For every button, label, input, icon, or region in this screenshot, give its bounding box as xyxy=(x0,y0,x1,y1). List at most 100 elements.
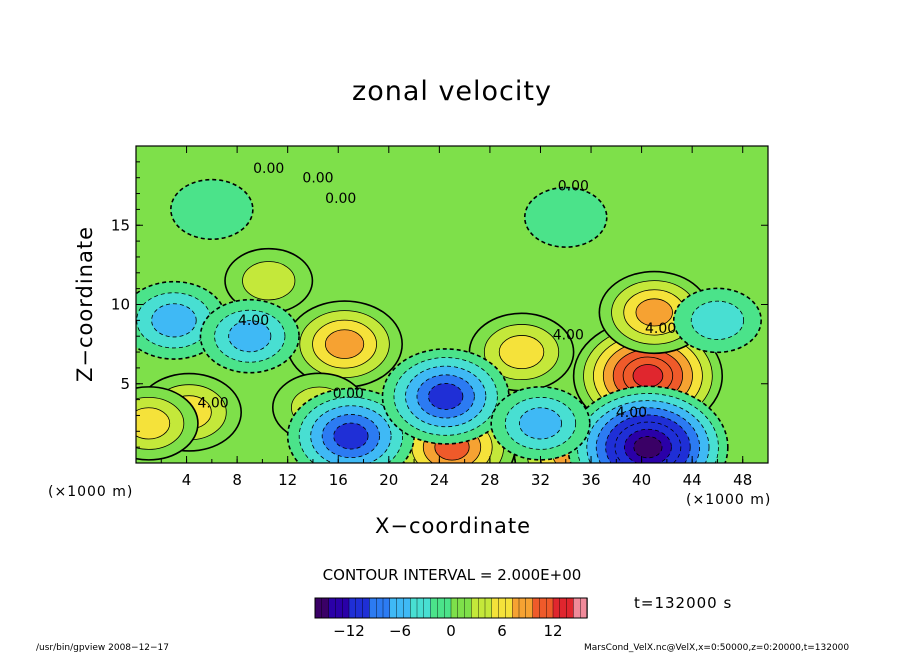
colorbar-cell xyxy=(559,597,568,619)
colorbar-cell xyxy=(321,597,330,619)
colorbar-cell xyxy=(369,597,377,619)
footer-right: MarsCond_VelX.nc@VelX,x=0:50000,z=0:2000… xyxy=(584,643,850,653)
contour-level xyxy=(518,407,562,440)
anomaly-18 xyxy=(523,186,608,248)
colorbar-cell xyxy=(410,597,418,619)
chart-title: zonal velocity xyxy=(352,76,552,107)
contour-level xyxy=(151,303,197,338)
contour-level xyxy=(242,261,296,301)
x-tick-label: 16 xyxy=(329,471,348,489)
x-unit-right: (×1000 m) xyxy=(686,492,772,508)
colorbar-cell xyxy=(423,597,432,619)
colorbar-tick-label: 6 xyxy=(497,622,507,640)
x-tick-label: 24 xyxy=(430,471,449,489)
contour-label: 0.00 xyxy=(558,178,589,194)
y-tick-label: 10 xyxy=(111,296,130,314)
contour-level xyxy=(635,298,673,327)
colorbar-cell xyxy=(335,597,343,619)
colorbar-cell xyxy=(484,597,493,619)
anomaly-0 xyxy=(286,300,403,389)
colorbar-tick-label: −6 xyxy=(389,622,411,640)
colorbar-cell xyxy=(539,597,547,619)
colorbar-tick-label: 12 xyxy=(543,622,562,640)
colorbar-cell xyxy=(450,597,459,619)
colorbar-cell xyxy=(403,597,411,619)
x-tick-label: 12 xyxy=(278,471,297,489)
colorbar-cell xyxy=(342,597,350,619)
contour-labels: 0.00 0.00 0.00 0.00 4.00 4.00 0.00 4.00 4.00 4.00 xyxy=(198,161,677,421)
x-tick-label: 20 xyxy=(379,471,398,489)
x-unit-left: (×1000 m) xyxy=(48,484,134,500)
contour-label: 4.00 xyxy=(198,396,229,412)
colorbar-cell xyxy=(430,597,439,619)
contour-level xyxy=(498,335,545,370)
colorbar-cell xyxy=(580,597,588,619)
x-tick-label: 40 xyxy=(632,471,651,489)
colorbar-cell xyxy=(498,597,507,619)
x-tick-label: 44 xyxy=(683,471,702,489)
x-tick-label: 28 xyxy=(480,471,499,489)
colorbar-cell xyxy=(444,597,452,619)
x-axis: 4 8 12 16 20 24 28 32 36 40 44 48 xyxy=(160,146,752,489)
colorbar-cell xyxy=(328,597,337,619)
colorbar-cell xyxy=(512,597,520,619)
contour-label: 4.00 xyxy=(238,313,269,329)
contour-label: 0.00 xyxy=(325,191,356,207)
contour-label: 0.00 xyxy=(333,386,364,402)
anomaly-1 xyxy=(468,312,575,392)
x-tick-label: 32 xyxy=(531,471,550,489)
colorbar-cell xyxy=(314,597,323,619)
contour-level xyxy=(523,186,608,248)
colorbar: −12 −6 0 6 12 xyxy=(314,597,588,640)
colorbar-cell xyxy=(518,597,527,619)
y-tick-label: 15 xyxy=(111,216,130,234)
colorbar-frame xyxy=(314,597,588,619)
anomaly-15 xyxy=(199,298,300,374)
anomaly-16 xyxy=(170,178,254,240)
contour-level xyxy=(632,364,664,388)
anomaly-13 xyxy=(490,386,591,461)
colorbar-cell xyxy=(478,597,486,619)
anomaly-17 xyxy=(672,287,762,354)
anomaly-10 xyxy=(286,387,415,463)
colorbar-cell xyxy=(573,597,581,619)
colorbar-cell xyxy=(457,597,466,619)
contour-label: 0.00 xyxy=(253,161,284,177)
colorbar-cell xyxy=(389,597,398,619)
x-tick-label: 48 xyxy=(733,471,752,489)
contour-level xyxy=(136,407,171,440)
footer-left: /usr/bin/gpview 2008−12−17 xyxy=(36,643,170,653)
contour-level xyxy=(633,436,663,459)
contour-level xyxy=(170,178,254,240)
colorbar-cell xyxy=(348,597,357,619)
colorbar-cell xyxy=(532,597,541,619)
colorbar-cell xyxy=(376,597,384,619)
heatmap-field xyxy=(136,146,768,463)
x-tick-label: 8 xyxy=(232,471,242,489)
colorbar-cell xyxy=(396,597,405,619)
time-label: t=132000 s xyxy=(634,594,733,612)
colorbar-cell xyxy=(546,597,554,619)
colorbar-tick-label: 0 xyxy=(446,622,456,640)
anomaly-9 xyxy=(224,247,314,314)
anomaly-6 xyxy=(136,386,199,461)
contour-level xyxy=(228,320,272,353)
colorbar-cell xyxy=(552,597,561,619)
contour-level xyxy=(690,300,745,340)
contour-interval-label: CONTOUR INTERVAL = 2.000E+00 xyxy=(322,566,582,584)
contour-label: 0.00 xyxy=(302,170,333,186)
colorbar-cell xyxy=(437,597,445,619)
contour-label: 4.00 xyxy=(645,321,676,337)
colorbar-cell xyxy=(525,597,534,619)
colorbar-tick-label: −12 xyxy=(333,622,365,640)
contour-level xyxy=(428,383,464,410)
anomaly-12 xyxy=(567,385,729,463)
y-tick-label: 5 xyxy=(120,375,130,393)
colorbar-cell xyxy=(416,597,425,619)
colorbar-cell xyxy=(382,597,391,619)
colorbar-cell xyxy=(464,597,473,619)
x-axis-label: X−coordinate xyxy=(375,514,531,538)
colorbar-cell xyxy=(362,597,371,619)
contour-level xyxy=(324,329,365,359)
